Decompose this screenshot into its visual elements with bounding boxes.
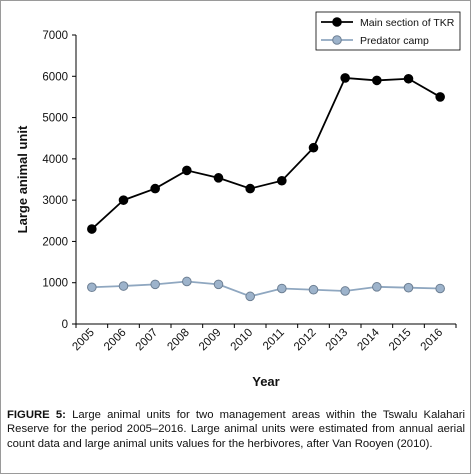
x-tick-label: 2015 (387, 327, 414, 354)
data-point (213, 173, 224, 183)
legend: Main section of TKR Predator camp (315, 11, 461, 51)
x-tick-label: 2010 (229, 327, 256, 354)
data-point (118, 281, 129, 291)
data-point (372, 282, 382, 292)
data-point (340, 286, 350, 296)
data-point (435, 283, 445, 294)
figure-caption: FIGURE 5: Large animal units for two man… (7, 408, 465, 451)
y-tick-label: 5000 (42, 113, 68, 125)
x-tick-label: 2013 (324, 327, 351, 354)
x-tick-label: 2008 (165, 327, 192, 354)
series-main-section (87, 73, 445, 234)
y-tick-label: 7000 (42, 30, 68, 42)
data-point (403, 282, 414, 293)
y-tick-label: 2000 (42, 236, 68, 248)
x-tick-label: 2007 (134, 327, 161, 354)
legend-swatch-marker (332, 35, 342, 45)
x-axis-ticks: 2005 2006 2007 2008 2009 2010 2011 2012 2013 2014… (70, 324, 457, 354)
y-tick-label: 0 (62, 319, 68, 331)
series-predator-camp (87, 276, 445, 302)
data-point (277, 283, 287, 294)
data-point (308, 284, 319, 295)
data-point (150, 279, 160, 290)
y-tick-label: 3000 (42, 195, 68, 207)
y-tick-label: 1000 (42, 278, 68, 290)
y-tick-label: 4000 (42, 154, 68, 166)
caption-text: Large animal units for two management ar… (7, 409, 465, 450)
legend-label: Main section of TKR (360, 17, 455, 29)
x-tick-label: 2005 (70, 327, 97, 354)
x-axis-title: Year (252, 374, 279, 389)
data-point (403, 73, 414, 84)
data-point (340, 73, 350, 83)
x-tick-label: 2016 (419, 327, 446, 354)
data-point (372, 75, 382, 86)
axes (75, 35, 456, 325)
data-point (182, 276, 192, 287)
data-point (87, 282, 97, 293)
series-line (91, 280, 441, 298)
data-point (245, 291, 255, 302)
legend-label: Predator camp (360, 35, 429, 47)
y-tick-label: 6000 (42, 71, 68, 83)
x-tick-label: 2006 (102, 327, 129, 354)
y-axis-ticks: 0 1000 2000 3000 4000 5000 6000 7000 (42, 30, 76, 331)
series-layer (87, 73, 445, 302)
data-point (308, 142, 319, 153)
x-tick-label: 2009 (197, 327, 224, 354)
data-point (118, 195, 129, 205)
x-tick-label: 2011 (261, 327, 287, 353)
data-point (87, 224, 97, 234)
data-point (245, 183, 255, 194)
data-point (277, 175, 287, 186)
legend-swatch-marker (332, 17, 342, 27)
series-line (91, 76, 441, 230)
data-point (435, 92, 445, 102)
y-axis-title: Large animal unit (15, 125, 30, 233)
data-point (182, 165, 192, 176)
x-tick-label: 2012 (292, 327, 319, 354)
x-tick-label: 2014 (355, 326, 382, 353)
caption-label: FIGURE 5: (7, 409, 66, 421)
data-point (150, 183, 160, 194)
data-point (213, 279, 224, 290)
